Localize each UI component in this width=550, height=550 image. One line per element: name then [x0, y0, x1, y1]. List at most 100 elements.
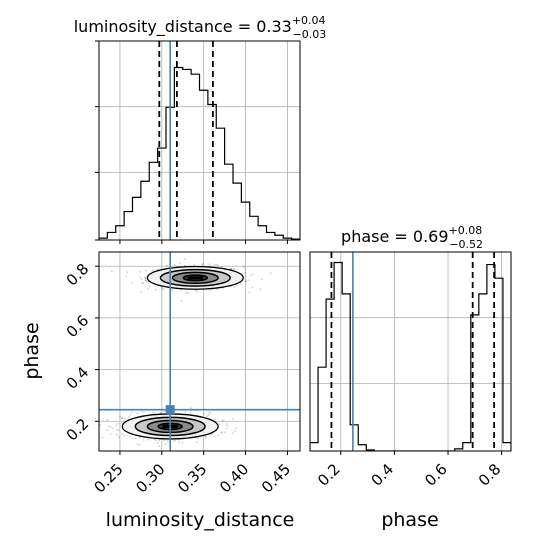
scatter-point [166, 264, 169, 267]
scatter-point [197, 437, 200, 440]
scatter-point [201, 263, 203, 266]
scatter-point [235, 427, 238, 430]
scatter-point [110, 426, 112, 428]
scatter-point [115, 428, 118, 431]
ticks-a [95, 40, 288, 244]
tick-labels-c-y: 0.2 0.4 0.6 0.8 [63, 260, 93, 445]
scatter-point [99, 424, 102, 426]
scatter-point [222, 419, 225, 422]
scatter-point [121, 433, 124, 435]
panel-luminosity-distance-marginal: luminosity_distance = 0.33+0.04 −0.03 [74, 14, 327, 244]
scatter-point [260, 278, 263, 281]
scatter-point [225, 423, 228, 425]
scatter-point [244, 272, 247, 275]
scatter-point [118, 436, 120, 439]
scatter-point [251, 286, 254, 289]
scatter-point [242, 265, 245, 268]
scatter-point [209, 412, 212, 415]
scatter-point [126, 271, 128, 273]
scatter-point [109, 433, 112, 435]
scatter-point [143, 411, 145, 414]
scatter-point [223, 431, 226, 434]
scatter-point [232, 418, 234, 420]
title-b-minus: −0.52 [449, 238, 483, 251]
scatter-point [179, 289, 182, 291]
scatter-point [217, 264, 219, 267]
axes-frame-c [98, 251, 301, 452]
scatter-point [115, 424, 118, 427]
c-xtick-label: 0.40 [216, 460, 252, 496]
scatter-point [106, 429, 108, 432]
scatter-point [154, 438, 156, 441]
title-a-param: luminosity_distance [74, 17, 233, 37]
b-xtick-label: 0.6 [421, 460, 451, 490]
scatter-point [158, 445, 161, 447]
scatter-point [140, 291, 142, 294]
panel-luminosity-distance-vs-phase: 0.25 0.30 0.35 0.40 0.45 0.2 0.4 0.6 0.8 lumino… [21, 251, 301, 531]
scatter-point [155, 439, 157, 442]
scatter-point [161, 287, 164, 290]
scatter-point [205, 415, 208, 418]
scatter-point [179, 262, 182, 265]
scatter-point [140, 278, 143, 280]
quantile-lines-a [158, 41, 214, 240]
scatter-point [134, 437, 137, 440]
axes-frame-b [309, 251, 512, 452]
ylabel-phase: phase [21, 322, 43, 379]
scatter-point [144, 276, 147, 279]
scatter-point [163, 410, 166, 413]
scatter-point [162, 288, 165, 291]
title-b-param: phase [341, 227, 389, 246]
c-xtick-label: 0.45 [258, 460, 294, 496]
scatter-point [146, 287, 149, 290]
scatter-point [117, 429, 120, 432]
grid-b [310, 252, 511, 451]
scatter-point [145, 279, 147, 282]
title-luminosity-distance: luminosity_distance = 0.33+0.04 −0.03 [74, 14, 327, 41]
scatter-point [217, 434, 219, 436]
scatter-point [207, 414, 210, 417]
scatter-point [107, 425, 110, 428]
scatter-point [138, 443, 141, 446]
scatter-point [119, 416, 122, 419]
scatter-point [138, 276, 141, 279]
scatter-point [123, 418, 126, 420]
scatter-point [163, 439, 166, 441]
scatter-point [117, 422, 120, 425]
title-b-plus: +0.08 [449, 224, 483, 237]
scatter-point [171, 289, 174, 291]
c-ytick-label: 0.4 [63, 363, 93, 393]
scatter-point [156, 268, 159, 271]
c-ytick-label: 0.6 [63, 312, 93, 342]
scatter-point [172, 440, 175, 443]
scatter-point [220, 431, 223, 434]
scatter-point [112, 427, 114, 429]
scatter-point [174, 439, 176, 442]
histogram-b [310, 261, 511, 451]
scatter-point [166, 440, 169, 443]
xlabel-luminosity-distance: luminosity_distance [106, 509, 295, 531]
title-b-value: 0.69 [413, 227, 449, 246]
scatter-point [215, 263, 218, 266]
scatter-point [195, 441, 198, 443]
ticks-b [340, 451, 503, 455]
scatter-point [152, 411, 155, 414]
scatter-point [142, 439, 145, 441]
scatter-point [248, 279, 251, 281]
scatter-point [234, 430, 237, 432]
scatter-point [259, 288, 262, 291]
scatter-point [181, 441, 184, 444]
grid-a [99, 41, 300, 240]
scatter-point [202, 263, 204, 265]
tick-labels-c-x: 0.25 0.30 0.35 0.40 0.45 [90, 460, 294, 496]
title-b-eq: = [389, 227, 413, 246]
c-ytick-label: 0.2 [63, 415, 93, 445]
truth-marker [165, 405, 175, 415]
scatter-point [184, 410, 187, 413]
scatter-point [213, 263, 216, 266]
scatter-point [141, 282, 144, 285]
scatter-point [202, 412, 205, 415]
title-a-value: 0.33 [256, 17, 292, 36]
quantile-lines-b [330, 252, 496, 451]
